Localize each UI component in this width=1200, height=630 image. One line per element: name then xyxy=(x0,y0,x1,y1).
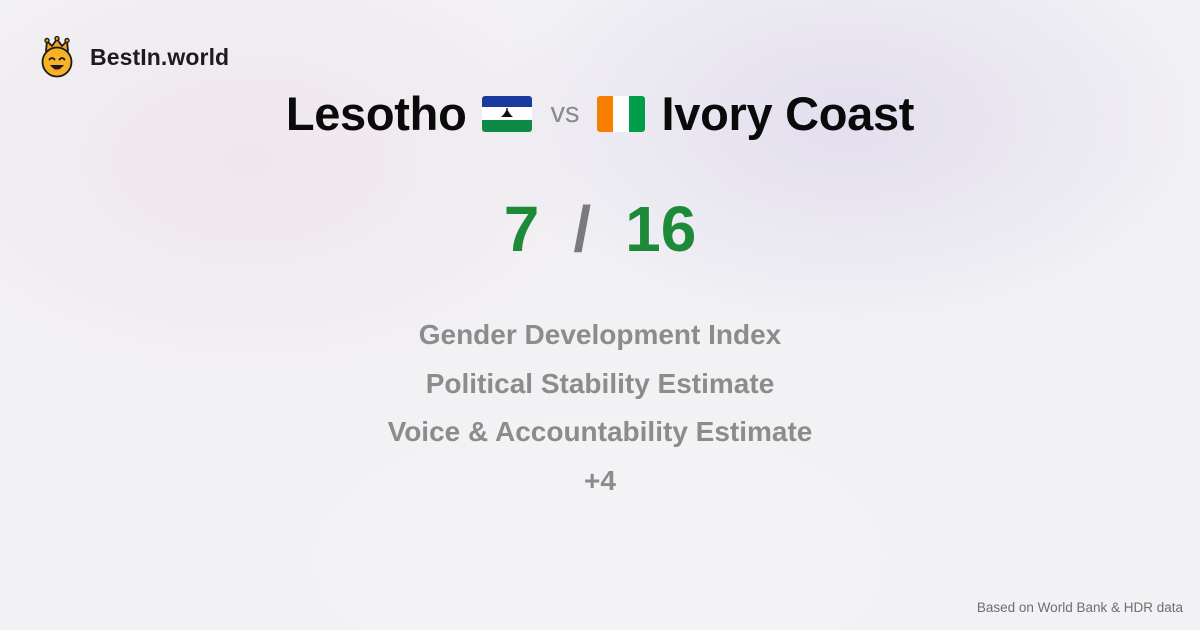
brand-name: BestIn.world xyxy=(90,43,230,70)
score-country-a: 7 xyxy=(503,193,540,265)
brand[interactable]: BestIn.world xyxy=(38,36,229,78)
score-separator: / xyxy=(573,193,592,265)
country-b-name: Ivory Coast xyxy=(661,87,915,140)
vs-label: vs xyxy=(550,97,580,129)
more-metrics-count: +4 xyxy=(584,464,616,496)
crowned-smiley-icon xyxy=(41,36,73,78)
score-row: 7 / 16 xyxy=(0,192,1200,266)
metric-list: Gender Development Index Political Stabi… xyxy=(0,314,1200,508)
metric-item: Political Stability Estimate xyxy=(425,367,775,399)
metric-item: Voice & Accountability Estimate xyxy=(387,416,813,447)
score-country-b: 16 xyxy=(625,193,697,265)
ivory-coast-flag-icon xyxy=(597,95,646,132)
comparison-title: Lesotho vs Ivory Coast xyxy=(0,86,1200,141)
lesotho-flag-icon xyxy=(482,95,533,132)
country-a-name: Lesotho xyxy=(285,87,467,140)
metric-item: Gender Development Index xyxy=(418,319,782,350)
data-source-note: Based on World Bank & HDR data xyxy=(976,600,1183,615)
